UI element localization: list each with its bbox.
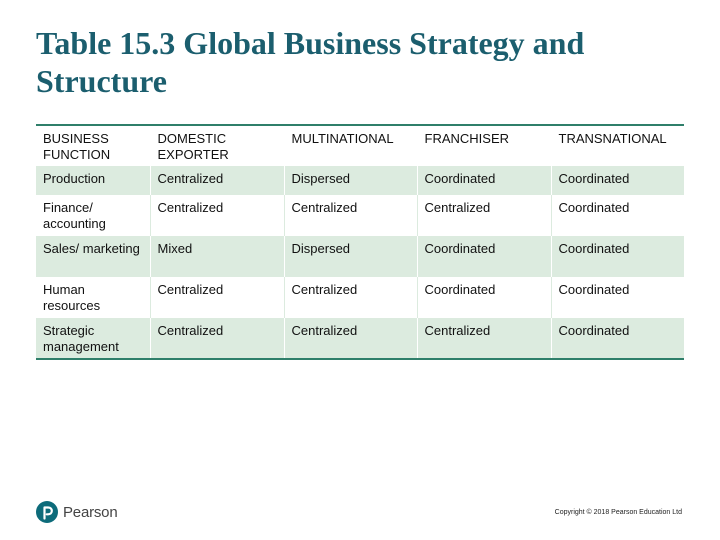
copyright-notice: Copyright © 2018 Pearson Education Ltd	[554, 509, 682, 516]
table-cell: Coordinated	[550, 195, 684, 236]
slide-title: Table 15.3 Global Business Strategy and …	[36, 25, 585, 99]
strategy-structure-table: BUSINESS FUNCTION DOMESTIC EXPORTER MULT…	[36, 124, 684, 360]
header-domestic-exporter: DOMESTIC EXPORTER	[149, 125, 284, 166]
table-cell: Coordinated	[550, 166, 684, 195]
table-cell: Coordinated	[550, 277, 684, 318]
table-cell: Dispersed	[283, 236, 417, 277]
table-row: Sales/ marketing Mixed Dispersed Coordin…	[36, 236, 684, 277]
table-row: Finance/ accounting Centralized Centrali…	[36, 195, 684, 236]
table-cell: Coordinated	[550, 318, 684, 359]
table-body: Production Centralized Dispersed Coordin…	[36, 166, 684, 359]
table-cell: Centralized	[149, 195, 284, 236]
table-cell: Finance/ accounting	[43, 200, 106, 231]
table-cell: Strategic management	[43, 323, 119, 354]
table-cell: Centralized	[416, 195, 551, 236]
table-cell: Production	[43, 171, 106, 186]
table-cell: Centralized	[283, 195, 417, 236]
table-cell: Centralized	[149, 277, 284, 318]
table-row: Strategic management Centralized Central…	[36, 318, 684, 359]
table-cell: Coordinated	[550, 236, 684, 277]
header-franchiser: FRANCHISER	[416, 125, 551, 166]
table-cell: Human resources	[43, 282, 101, 313]
header-multinational: MULTINATIONAL	[283, 125, 417, 166]
header-transnational: TRANSNATIONAL	[550, 125, 684, 166]
table-cell: Centralized	[149, 166, 284, 195]
pearson-logo-text: Pearson	[63, 503, 118, 521]
table-cell: Sales/ marketing	[43, 241, 140, 256]
table-cell: Coordinated	[416, 236, 551, 277]
table-cell: Dispersed	[283, 166, 417, 195]
table-cell: Coordinated	[416, 277, 551, 318]
table-cell: Centralized	[416, 318, 551, 359]
table-cell: Centralized	[283, 318, 417, 359]
table-header: BUSINESS FUNCTION DOMESTIC EXPORTER MULT…	[36, 125, 684, 166]
table-cell: Mixed	[149, 236, 284, 277]
pearson-logo-icon	[36, 501, 58, 523]
pearson-logo: Pearson	[36, 501, 118, 523]
header-business-function: BUSINESS FUNCTION	[43, 131, 111, 162]
strategy-structure-table-container: BUSINESS FUNCTION DOMESTIC EXPORTER MULT…	[36, 124, 684, 360]
header-row: BUSINESS FUNCTION DOMESTIC EXPORTER MULT…	[36, 125, 684, 166]
table-cell: Centralized	[149, 318, 284, 359]
table-cell: Coordinated	[416, 166, 551, 195]
table-row: Production Centralized Dispersed Coordin…	[36, 166, 684, 195]
table-row: Human resources Centralized Centralized …	[36, 277, 684, 318]
table-cell: Centralized	[283, 277, 417, 318]
